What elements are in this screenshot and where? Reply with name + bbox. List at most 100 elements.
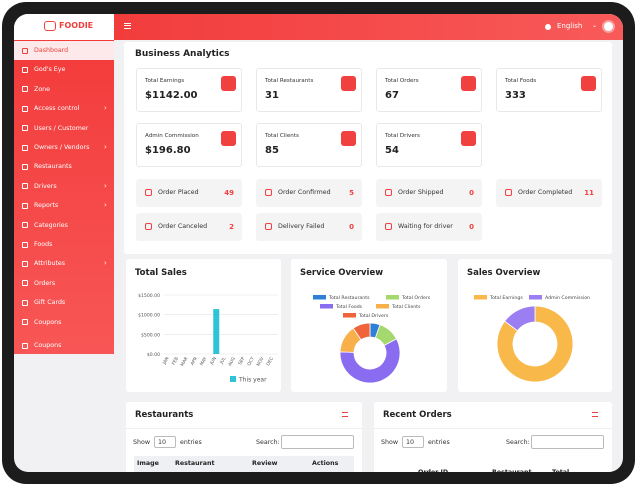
sidebar-item[interactable]: God's Eye bbox=[14, 60, 114, 79]
sidebar-icon bbox=[22, 202, 28, 209]
order-status[interactable]: Order Placed 49 bbox=[136, 179, 242, 207]
column-header[interactable]: Restaurant bbox=[175, 460, 215, 467]
sidebar-label: Categories bbox=[34, 221, 68, 229]
status-value: 2 bbox=[229, 222, 234, 231]
x-tick-label: JUN bbox=[208, 356, 218, 367]
order-status[interactable]: Waiting for driver 0 bbox=[376, 213, 482, 241]
y-tick-label: $1500.00 bbox=[138, 293, 160, 299]
card-icon bbox=[221, 76, 236, 91]
status-icon bbox=[265, 189, 272, 196]
table-title: Restaurants bbox=[135, 410, 194, 420]
order-status[interactable]: Order Canceled 2 bbox=[136, 213, 242, 241]
card-value: $196.80 bbox=[145, 145, 191, 156]
legend-swatch bbox=[474, 295, 487, 300]
order-status[interactable]: Order Shipped 0 bbox=[376, 179, 482, 207]
search-label: Search: bbox=[506, 439, 530, 446]
column-header[interactable]: Order ID bbox=[418, 469, 478, 472]
sidebar-icon bbox=[22, 105, 28, 112]
sidebar-label: Drivers bbox=[34, 182, 57, 190]
status-value: 0 bbox=[469, 222, 474, 231]
column-header[interactable]: Image bbox=[137, 460, 159, 467]
language[interactable]: English bbox=[557, 22, 583, 30]
avatar[interactable] bbox=[602, 20, 615, 33]
donut-slice bbox=[352, 322, 371, 341]
status-icon bbox=[145, 189, 152, 196]
logo-area: FOODIE bbox=[14, 14, 114, 40]
sidebar-icon bbox=[22, 342, 28, 349]
sidebar-item[interactable]: Categories bbox=[14, 216, 114, 235]
sidebar-item[interactable]: Attributes › bbox=[14, 254, 114, 273]
legend-swatch bbox=[230, 376, 236, 382]
sidebar-icon bbox=[22, 183, 28, 190]
page-length-select[interactable]: 10 bbox=[402, 436, 424, 448]
chart-panel: Service Overview Total Restaurants Total O… bbox=[291, 259, 447, 392]
stat-card: Total Clients 85 bbox=[256, 123, 362, 167]
sidebar-item[interactable]: Users / Customer bbox=[14, 119, 114, 138]
sidebar-item[interactable]: Reports › bbox=[14, 196, 114, 215]
sidebar-item[interactable]: Foods bbox=[14, 235, 114, 254]
table-panel: Recent Orders Show 10 entries Search: Order I… bbox=[374, 402, 612, 472]
order-status[interactable]: Order Completed 11 bbox=[496, 179, 602, 207]
order-status[interactable]: Order Confirmed 5 bbox=[256, 179, 362, 207]
legend-label: Total Restaurants bbox=[328, 295, 370, 301]
stat-card: Admin Commission $196.80 bbox=[136, 123, 242, 167]
globe-icon bbox=[545, 24, 551, 30]
sidebar-item[interactable]: Gift Cards bbox=[14, 293, 114, 312]
analytics-panel: Business Analytics Total Earnings $1142.00… bbox=[124, 42, 612, 254]
chart: Service Overview Total Restaurants Total O… bbox=[300, 268, 431, 384]
sidebar-item[interactable]: Coupons bbox=[14, 336, 114, 355]
column-header[interactable]: Actions bbox=[312, 460, 339, 467]
x-tick-label: NOV bbox=[255, 356, 265, 367]
legend-label: Total Drivers bbox=[358, 313, 389, 319]
sidebar-item[interactable]: Owners / Vendors › bbox=[14, 138, 114, 157]
sidebar-icon bbox=[22, 144, 28, 151]
sidebar-icon bbox=[22, 47, 28, 54]
search-input[interactable] bbox=[531, 435, 604, 449]
sidebar-item[interactable]: Access control › bbox=[14, 99, 114, 118]
sidebar-label: God's Eye bbox=[34, 66, 66, 74]
page-length: 10 bbox=[406, 439, 415, 446]
y-tick-label: $1000.00 bbox=[138, 313, 160, 319]
search-input[interactable] bbox=[281, 435, 354, 449]
chart-title: Service Overview bbox=[300, 268, 383, 278]
show-label: Show bbox=[381, 439, 398, 446]
sidebar-item[interactable]: Zone bbox=[14, 80, 114, 99]
page-length-select[interactable]: 10 bbox=[154, 436, 176, 448]
sidebar-label: Users / Customer bbox=[34, 124, 89, 132]
menu-toggle[interactable] bbox=[124, 23, 131, 29]
column-header[interactable]: Total Amount bbox=[552, 469, 578, 472]
sidebar-label: Coupons bbox=[34, 342, 62, 349]
column-header[interactable]: Review bbox=[252, 460, 278, 467]
table-panel: Restaurants Show 10 entries Search: Image Rest… bbox=[126, 402, 362, 472]
chart: Sales Overview Total Earnings Admin Commis… bbox=[467, 268, 590, 383]
order-status[interactable]: Delivery Failed 0 bbox=[256, 213, 362, 241]
table-header bbox=[134, 456, 354, 472]
sidebar-item[interactable]: Dashboard bbox=[14, 41, 114, 60]
sidebar-item[interactable]: Restaurants bbox=[14, 157, 114, 176]
chevron: › bbox=[104, 201, 107, 210]
chart-panel: Sales Overview Total Earnings Admin Commis… bbox=[458, 259, 612, 392]
table-title: Recent Orders bbox=[383, 410, 452, 420]
sidebar-icon bbox=[22, 299, 28, 306]
legend-label: Total Earnings bbox=[489, 295, 523, 301]
stat-card: Total Foods 333 bbox=[496, 68, 602, 112]
chevron: › bbox=[104, 259, 107, 268]
legend-label: Total Foods bbox=[335, 304, 363, 310]
sidebar-item[interactable]: Coupons bbox=[14, 313, 114, 332]
card-label: Total Orders bbox=[385, 78, 419, 84]
sidebar-item[interactable]: Drivers › bbox=[14, 177, 114, 196]
sidebar-label: Owners / Vendors bbox=[34, 144, 90, 151]
stat-card: Total Orders 67 bbox=[376, 68, 482, 112]
table-menu[interactable] bbox=[592, 412, 598, 417]
card-label: Total Foods bbox=[505, 78, 537, 84]
status-label: Order Placed bbox=[158, 189, 199, 196]
sidebar-item[interactable]: Orders bbox=[14, 274, 114, 293]
column-header[interactable]: Restaurant bbox=[492, 469, 552, 472]
donut-slice bbox=[339, 338, 401, 384]
table-menu[interactable] bbox=[342, 412, 348, 417]
x-tick-label: APR bbox=[189, 356, 199, 367]
donut-slice bbox=[504, 305, 536, 332]
card-icon bbox=[221, 131, 236, 146]
chart-title: Sales Overview bbox=[467, 268, 540, 278]
stat-card: Total Restaurants 31 bbox=[256, 68, 362, 112]
